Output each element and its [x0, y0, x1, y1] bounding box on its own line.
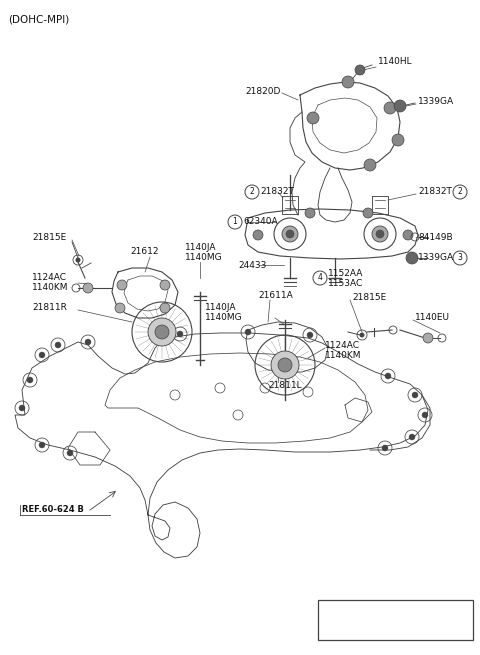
Circle shape — [385, 373, 391, 379]
Circle shape — [363, 208, 373, 218]
Circle shape — [412, 392, 418, 398]
Text: 21832T: 21832T — [418, 187, 452, 196]
Text: 1124AC: 1124AC — [325, 341, 360, 350]
Text: 1140JA: 1140JA — [185, 244, 216, 252]
Text: (DOHC-MPI): (DOHC-MPI) — [8, 14, 69, 24]
Circle shape — [360, 333, 364, 337]
Circle shape — [83, 283, 93, 293]
Circle shape — [307, 112, 319, 124]
Circle shape — [278, 358, 292, 372]
Circle shape — [76, 258, 80, 262]
Text: 21815E: 21815E — [32, 233, 66, 242]
Text: 2: 2 — [250, 187, 254, 196]
Circle shape — [364, 159, 376, 171]
Text: 2: 2 — [457, 187, 462, 196]
FancyBboxPatch shape — [318, 600, 473, 640]
Text: REF.60-624 B: REF.60-624 B — [22, 506, 84, 514]
Text: 62340A: 62340A — [243, 217, 277, 227]
Circle shape — [307, 332, 313, 338]
Text: 3: 3 — [457, 253, 462, 263]
Circle shape — [160, 280, 170, 290]
Circle shape — [376, 230, 384, 238]
Text: 84149B: 84149B — [418, 233, 453, 242]
Circle shape — [148, 318, 176, 346]
Text: 1140EU: 1140EU — [415, 314, 450, 322]
Circle shape — [245, 329, 251, 335]
Circle shape — [392, 134, 404, 146]
Circle shape — [55, 342, 61, 348]
Text: 1140MG: 1140MG — [205, 314, 242, 322]
Circle shape — [406, 252, 418, 264]
Text: 21811L: 21811L — [268, 381, 301, 390]
Circle shape — [39, 442, 45, 448]
Text: 1140KM: 1140KM — [325, 350, 361, 360]
Circle shape — [384, 102, 396, 114]
Circle shape — [403, 230, 413, 240]
Text: 1140KM: 1140KM — [32, 284, 69, 293]
Circle shape — [39, 352, 45, 358]
Text: 1140HL: 1140HL — [378, 58, 413, 67]
Text: 1140JA: 1140JA — [205, 303, 237, 312]
Circle shape — [282, 226, 298, 242]
Text: 1339GA: 1339GA — [418, 253, 454, 263]
Text: 1153AC: 1153AC — [328, 280, 363, 288]
Text: 21815E: 21815E — [352, 293, 386, 303]
Text: 21612: 21612 — [130, 248, 158, 257]
Circle shape — [286, 230, 294, 238]
Circle shape — [394, 100, 406, 112]
Circle shape — [342, 76, 354, 88]
Circle shape — [177, 331, 183, 337]
Text: NOTE: NOTE — [323, 603, 348, 612]
Circle shape — [305, 208, 315, 218]
Text: 21811R: 21811R — [32, 303, 67, 312]
Text: THE NO. 21830  :①～④: THE NO. 21830 :①～④ — [323, 624, 421, 633]
Text: 1124AC: 1124AC — [32, 274, 67, 282]
Circle shape — [155, 325, 169, 339]
Circle shape — [372, 226, 388, 242]
Text: 1: 1 — [233, 217, 238, 227]
Circle shape — [115, 303, 125, 313]
Circle shape — [382, 445, 388, 451]
Circle shape — [423, 333, 433, 343]
Text: 1339GA: 1339GA — [418, 98, 454, 107]
Text: 4: 4 — [318, 274, 323, 282]
Circle shape — [271, 351, 299, 379]
Text: 21820D: 21820D — [245, 88, 280, 96]
Text: 1140MG: 1140MG — [185, 253, 223, 263]
Circle shape — [422, 412, 428, 418]
Circle shape — [253, 230, 263, 240]
Text: 21832T: 21832T — [260, 187, 294, 196]
Circle shape — [27, 377, 33, 383]
Circle shape — [19, 405, 25, 411]
Text: 21611A: 21611A — [258, 291, 293, 299]
Circle shape — [409, 434, 415, 440]
Text: 24433: 24433 — [238, 261, 266, 269]
Circle shape — [117, 280, 127, 290]
Circle shape — [355, 65, 365, 75]
Circle shape — [85, 339, 91, 345]
Circle shape — [67, 450, 73, 456]
Circle shape — [160, 303, 170, 313]
Text: 1152AA: 1152AA — [328, 269, 363, 278]
